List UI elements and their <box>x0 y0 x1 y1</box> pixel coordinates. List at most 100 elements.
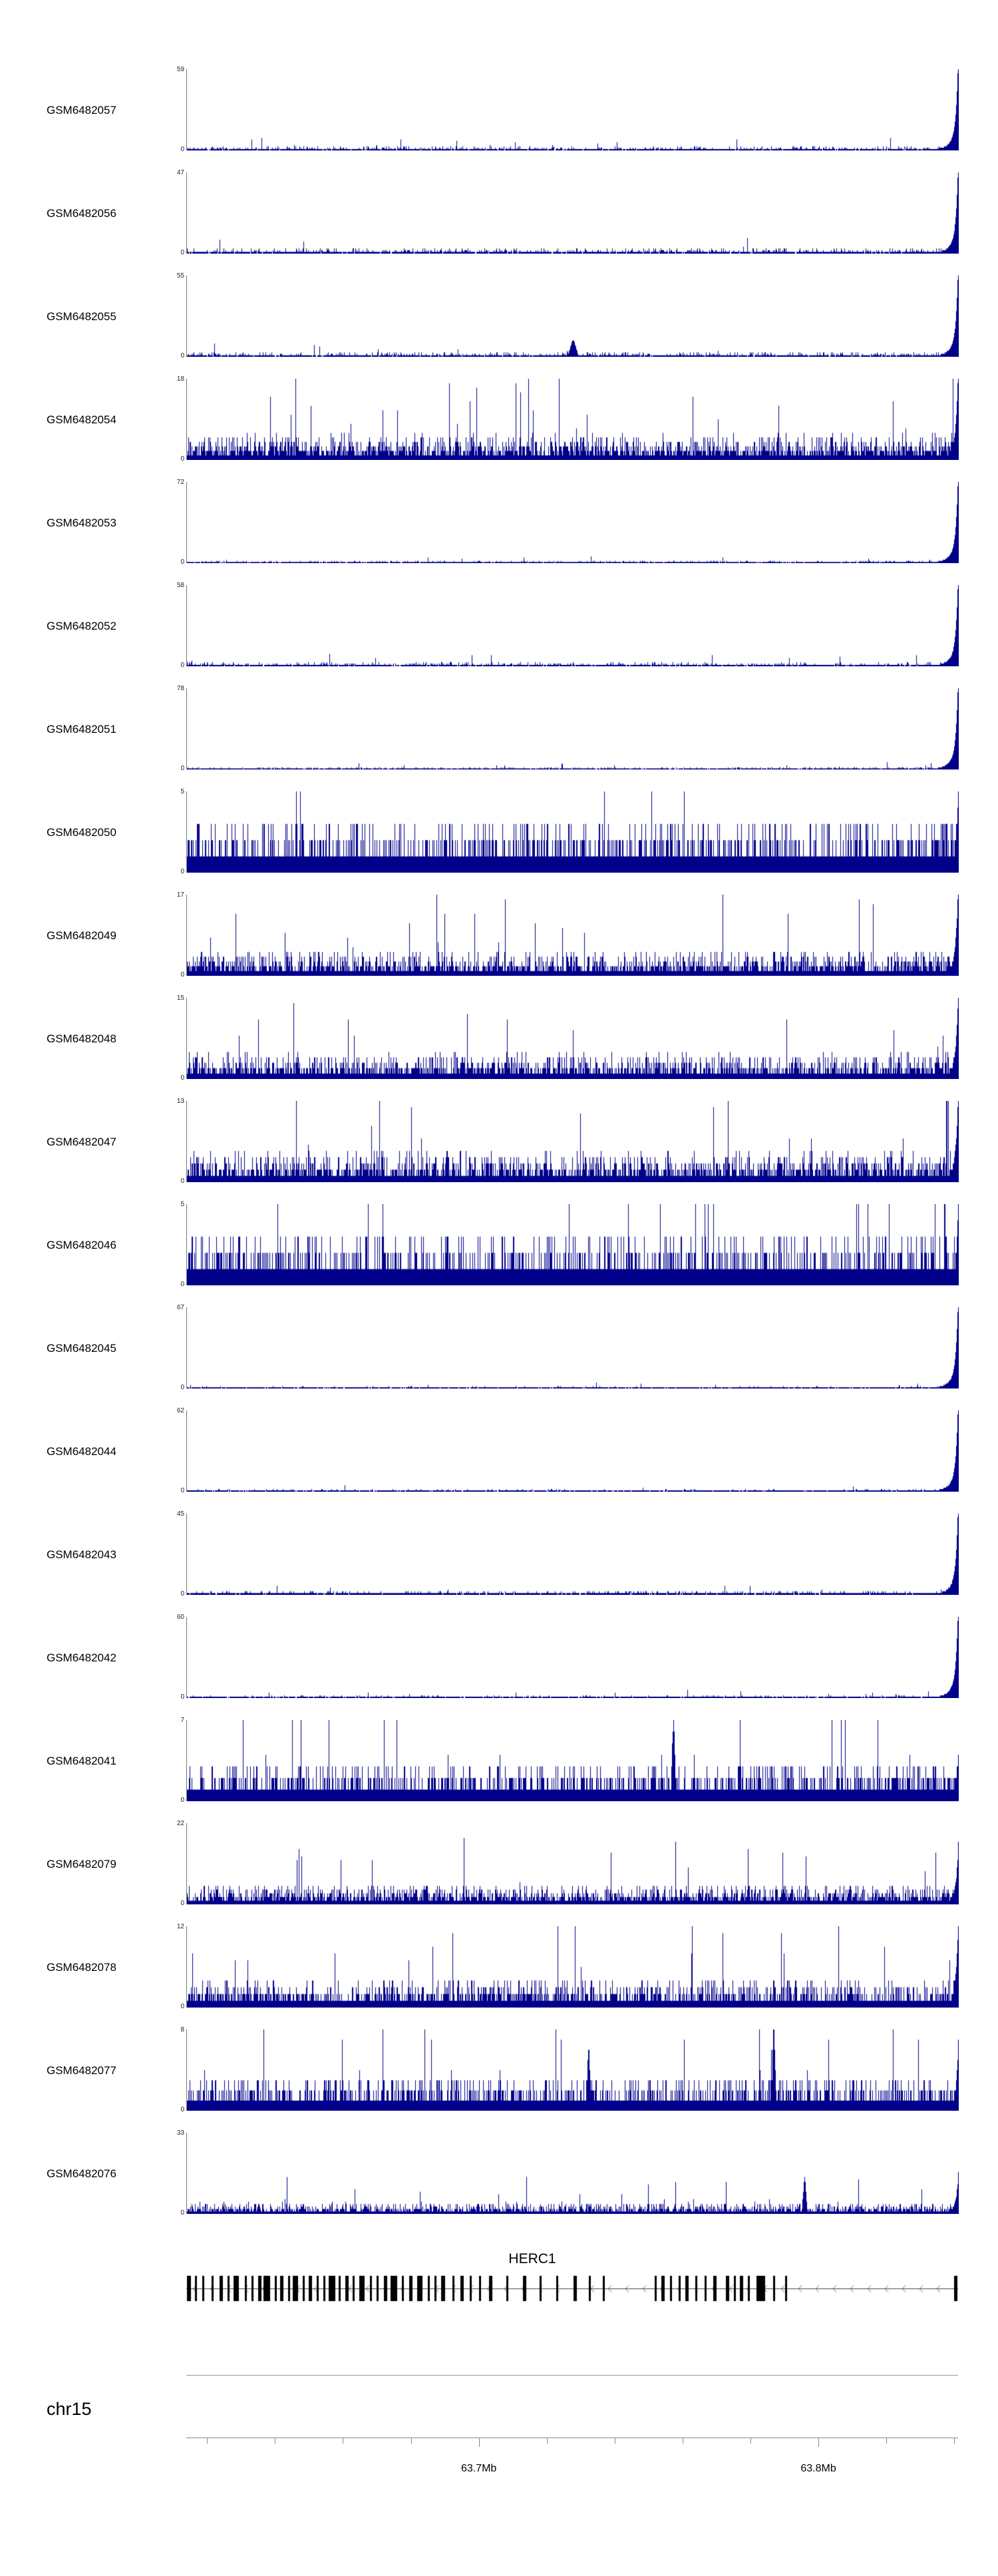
track-label: GSM6482049 <box>47 929 116 942</box>
coverage-signal-canvas <box>187 379 959 460</box>
coverage-signal-canvas <box>187 895 959 976</box>
ruler-minor-tick <box>411 2438 412 2444</box>
track-plot-area: 67 0 <box>177 1305 959 1391</box>
axis-max-label: 59 <box>176 66 184 73</box>
coverage-signal-canvas <box>187 585 959 666</box>
coverage-signal-canvas <box>187 2133 959 2214</box>
axis-zero-label: 0 <box>180 558 184 566</box>
ruler-minor-tick <box>886 2438 888 2444</box>
gene-name-label: HERC1 <box>508 2251 556 2266</box>
coverage-track: GSM6482043 45 0 <box>0 1504 998 1608</box>
track-plot-area: 45 0 <box>177 1511 959 1598</box>
axis-max-label: 12 <box>176 1923 184 1930</box>
coverage-track: GSM6482047 13 0 <box>0 1092 998 1195</box>
ruler-major-tick <box>818 2438 820 2447</box>
coverage-track: GSM6482051 78 0 <box>0 679 998 782</box>
track-plot-area: 55 0 <box>177 273 959 359</box>
track-plot-area: 5 0 <box>180 789 959 875</box>
axis-max-label: 60 <box>176 1613 184 1621</box>
coverage-track: GSM6482050 5 0 <box>0 782 998 885</box>
track-label: GSM6482053 <box>47 517 116 529</box>
track-label: GSM6482042 <box>47 1651 116 1664</box>
axis-zero-label: 0 <box>180 249 184 256</box>
axis-zero-label: 0 <box>180 1281 184 1288</box>
axis-zero-label: 0 <box>180 352 184 359</box>
axis-max-label: 58 <box>176 582 184 589</box>
coverage-track: GSM6482055 55 0 <box>0 266 998 369</box>
track-plot-area: 60 0 <box>177 1614 959 1701</box>
coverage-signal-canvas <box>187 69 959 150</box>
coverage-track: GSM6482042 60 0 <box>0 1608 998 1711</box>
track-label: GSM6482043 <box>47 1548 116 1561</box>
coverage-track: GSM6482077 8 0 <box>0 2020 998 2123</box>
axis-max-label: 7 <box>180 1717 184 1724</box>
axis-max-label: 5 <box>180 1201 184 1208</box>
track-label: GSM6482045 <box>47 1342 116 1355</box>
track-plot-area: 33 0 <box>177 2130 959 2217</box>
track-label: GSM6482044 <box>47 1445 116 1458</box>
track-plot-area: 62 0 <box>177 1408 959 1494</box>
coverage-track: GSM6482049 17 0 <box>0 885 998 988</box>
gene-model-track <box>186 2270 958 2307</box>
axis-zero-label: 0 <box>180 868 184 875</box>
coverage-signal-canvas <box>187 1101 959 1182</box>
track-plot-area: 22 0 <box>177 1821 959 1907</box>
coverage-track: GSM6482057 59 0 <box>0 60 998 163</box>
axis-max-label: 33 <box>176 2129 184 2137</box>
coverage-track: GSM6482045 67 0 <box>0 1298 998 1401</box>
track-label: GSM6482048 <box>47 1032 116 1045</box>
coverage-signal-canvas <box>187 1410 959 1492</box>
coverage-track: GSM6482056 47 0 <box>0 163 998 266</box>
axis-zero-label: 0 <box>180 1487 184 1494</box>
track-label: GSM6482057 <box>47 104 116 116</box>
track-plot-area: 7 0 <box>180 1717 959 1804</box>
coverage-signal-canvas <box>187 172 959 254</box>
axis-max-label: 17 <box>176 891 184 899</box>
coverage-track: GSM6482044 62 0 <box>0 1401 998 1504</box>
axis-max-label: 8 <box>180 2026 184 2034</box>
axis-zero-label: 0 <box>180 1074 184 1082</box>
axis-max-label: 55 <box>176 272 184 280</box>
track-plot-area: 8 0 <box>180 2027 959 2113</box>
axis-max-label: 67 <box>176 1304 184 1311</box>
ruler-minor-tick <box>954 2438 955 2444</box>
track-plot-area: 5 0 <box>180 1201 959 1288</box>
axis-zero-label: 0 <box>180 1178 184 1185</box>
axis-max-label: 13 <box>176 1098 184 1105</box>
axis-max-label: 18 <box>176 375 184 383</box>
coverage-signal-canvas <box>187 998 959 1079</box>
separator-line <box>186 2375 958 2376</box>
ruler-major-tick <box>478 2438 480 2447</box>
coverage-signal-canvas <box>187 482 959 563</box>
track-plot-area: 72 0 <box>177 479 959 566</box>
axis-zero-label: 0 <box>180 146 184 153</box>
track-plot-area: 15 0 <box>177 995 959 1082</box>
track-label: GSM6482076 <box>47 2167 116 2180</box>
coverage-signal-canvas <box>187 1823 959 1904</box>
axis-zero-label: 0 <box>180 1797 184 1804</box>
track-label: GSM6482054 <box>47 413 116 426</box>
track-plot-area: 13 0 <box>177 1098 959 1185</box>
axis-zero-label: 0 <box>180 1590 184 1598</box>
axis-zero-label: 0 <box>180 2106 184 2113</box>
axis-zero-label: 0 <box>180 662 184 669</box>
axis-zero-label: 0 <box>180 2209 184 2217</box>
track-label: GSM6482079 <box>47 1858 116 1870</box>
coverage-track: GSM6482046 5 0 <box>0 1195 998 1298</box>
coverage-signal-canvas <box>187 2030 959 2111</box>
coverage-track: GSM6482076 33 0 <box>0 2123 998 2227</box>
axis-max-label: 47 <box>176 169 184 176</box>
coverage-track: GSM6482048 15 0 <box>0 988 998 1092</box>
ruler-minor-tick <box>546 2438 548 2444</box>
track-plot-area: 18 0 <box>177 376 959 463</box>
coverage-track: GSM6482054 18 0 <box>0 369 998 473</box>
track-label: GSM6482052 <box>47 620 116 632</box>
track-plot-area: 17 0 <box>177 892 959 978</box>
track-label: GSM6482050 <box>47 826 116 839</box>
ruler-tick-label: 63.8Mb <box>800 2463 836 2474</box>
axis-max-label: 78 <box>176 685 184 692</box>
coverage-signal-canvas <box>187 1926 959 2008</box>
track-label: GSM6482051 <box>47 723 116 736</box>
chromosome-label: chr15 <box>47 2399 92 2419</box>
